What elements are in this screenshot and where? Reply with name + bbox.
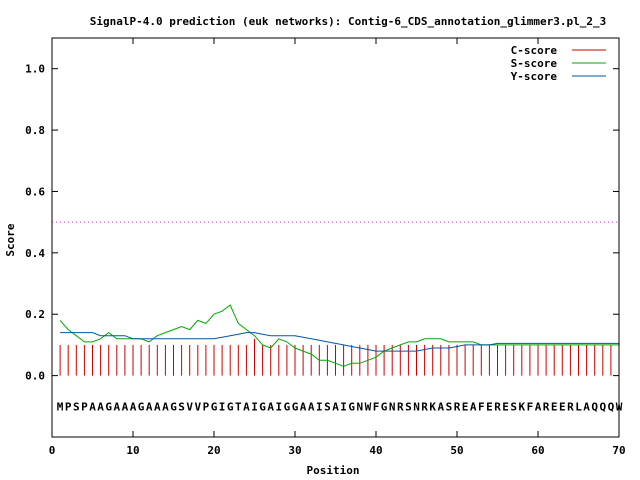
sequence-residue: R [567,400,574,413]
sequence-residue: A [332,400,339,413]
sequence-residue: S [405,400,412,413]
sequence-residue: A [113,400,120,413]
sequence-residue: N [413,400,420,413]
sequence-residue: A [267,400,274,413]
sequence-residue: A [535,400,542,413]
sequence-residue: F [373,400,380,413]
sequence-residue: G [105,400,112,413]
sequence-residue: A [243,400,250,413]
sequence-residue: F [478,400,485,413]
y-tick-label: 1.0 [25,63,45,76]
y-tick-label: 0.8 [25,124,45,137]
sequence-residue: G [170,400,177,413]
sequence-residue: E [551,400,558,413]
sequence-residue: V [194,400,201,413]
legend-label: Y-score [511,70,558,83]
sequence-residue: I [219,400,226,413]
sequence-residue: R [397,400,404,413]
sequence-residue: G [292,400,299,413]
x-tick-label: 0 [49,444,56,457]
sequence-residue: W [616,400,623,413]
sequence-residue: V [186,400,193,413]
sequence-residue: G [259,400,266,413]
sequence-residue: A [300,400,307,413]
sequence-residue: A [122,400,129,413]
sequence-residue: E [559,400,566,413]
sequence-residue: N [356,400,363,413]
sequence-residue: E [486,400,493,413]
y-tick-label: 0.0 [25,370,45,383]
sequence-residue: I [340,400,347,413]
sequence-residue: A [162,400,169,413]
y-tick-label: 0.4 [25,247,45,260]
x-tick-label: 70 [612,444,625,457]
x-tick-label: 50 [450,444,463,457]
chart-title: SignalP-4.0 prediction (euk networks): C… [90,15,607,28]
sequence-residue: A [154,400,161,413]
sequence-residue: A [130,400,137,413]
legend-label: C-score [511,44,558,57]
sequence-residue: R [494,400,501,413]
sequence-residue: A [146,400,153,413]
sequence-residue: E [502,400,509,413]
x-tick-label: 60 [531,444,544,457]
x-tick-label: 30 [288,444,301,457]
sequence-residue: A [583,400,590,413]
sequence-residue: S [73,400,80,413]
sequence-residue: K [429,400,436,413]
sequence-residue: A [89,400,96,413]
sequence-residue: S [446,400,453,413]
plot-border [51,37,620,438]
sequence-residue: R [543,400,550,413]
x-tick-label: 40 [369,444,382,457]
sequence-residue: F [527,400,534,413]
axis-ticks: 0 10 20 30 40 50 60 70 0.0 0.2 0.4 0.6 0.8 1.0 [25,38,626,457]
sequence-residue: R [454,400,461,413]
y-score-line [60,332,619,352]
sequence-residue: Q [608,400,615,413]
sequence-residue: I [251,400,258,413]
sequence-residue: S [324,400,331,413]
sequence-residue: L [575,400,582,413]
sequence-residue: G [284,400,291,413]
sequence-residue: A [97,400,104,413]
sequence-residue: K [518,400,525,413]
sequence-residue: M [57,400,64,413]
sequence-residue: I [316,400,323,413]
sequence-residue: N [389,400,396,413]
y-tick-label: 0.2 [25,308,45,321]
sequence-residue: I [275,400,282,413]
sequence-residue: G [211,400,218,413]
sequence-residue: W [365,400,372,413]
sequence-residue: G [138,400,145,413]
sequence-residue: S [510,400,517,413]
score-lines [59,304,619,367]
sequence-residue: P [65,400,72,413]
sequence-residue: P [81,400,88,413]
x-axis-label: Position [307,464,360,477]
sequence-residue: R [421,400,428,413]
sequence-residue: P [203,400,210,413]
s-score-line [59,304,619,367]
sequence-residue: G [348,400,355,413]
sequence-residue: E [462,400,469,413]
sequence-residue: G [227,400,234,413]
y-tick-label: 0.6 [25,185,45,198]
x-tick-label: 10 [126,444,139,457]
x-tick-label: 20 [207,444,220,457]
sequence-residue: Q [599,400,606,413]
sequence-residue: S [178,400,185,413]
sequence-residue: Q [591,400,598,413]
sequence-residue: A [470,400,477,413]
sequence-residue: T [235,400,242,413]
sequence-residue: A [308,400,315,413]
sequence-residue: G [381,400,388,413]
legend-label: S-score [511,57,558,70]
y-axis-label: Score [4,223,17,256]
plot-frame [51,37,620,438]
sequence-residue: A [437,400,444,413]
